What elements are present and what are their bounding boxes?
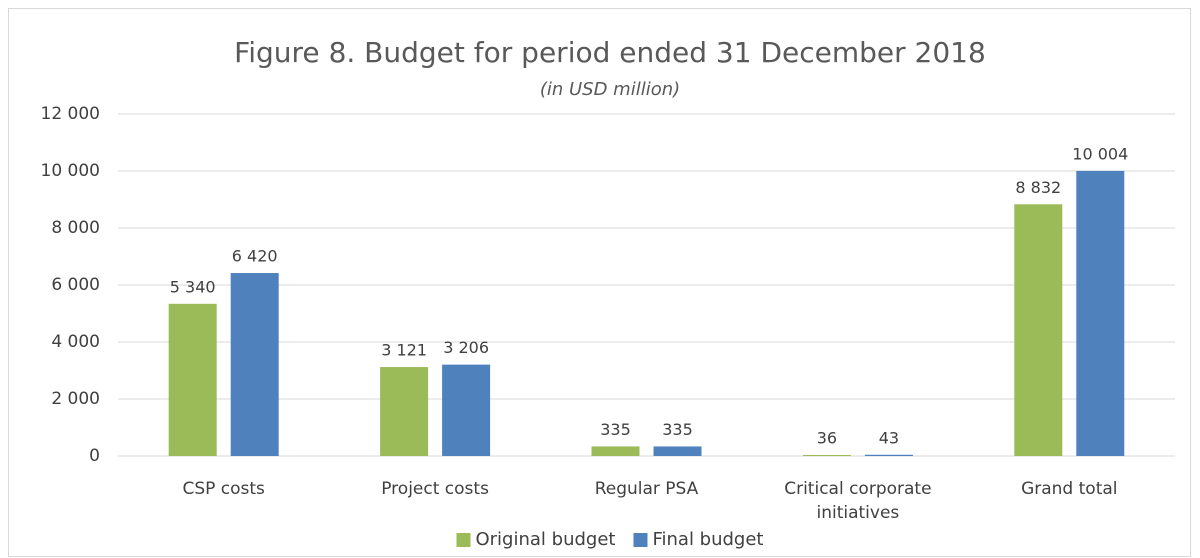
data-label: 5 340 xyxy=(170,277,216,296)
bar xyxy=(864,454,913,456)
y-tick-label: 2 000 xyxy=(51,389,100,409)
x-tick-label: Regular PSA xyxy=(594,479,699,499)
data-label: 8 832 xyxy=(1015,178,1061,197)
data-label: 10 004 xyxy=(1072,144,1128,163)
x-tick-label: CSP costs xyxy=(182,479,265,499)
legend-label: Final budget xyxy=(652,529,763,550)
x-tick-label: Grand total xyxy=(1021,479,1118,499)
data-label: 3 206 xyxy=(443,338,489,357)
y-tick-label: 0 xyxy=(89,446,100,466)
y-tick-label: 8 000 xyxy=(51,218,100,238)
y-tick-label: 12 000 xyxy=(41,104,100,124)
data-label: 335 xyxy=(600,420,631,439)
bar xyxy=(802,454,851,456)
x-tick-label: Critical corporate initiatives xyxy=(784,479,932,523)
data-label: 36 xyxy=(817,428,837,447)
bar xyxy=(591,446,640,456)
chart-border xyxy=(8,8,1191,557)
bar xyxy=(168,303,217,456)
chart-subtitle: (in USD million) xyxy=(540,79,680,100)
y-tick-label: 6 000 xyxy=(51,275,100,295)
data-label: 335 xyxy=(662,420,693,439)
bar xyxy=(442,364,491,456)
bar xyxy=(380,367,429,456)
data-label: 6 420 xyxy=(232,247,278,266)
legend-label: Original budget xyxy=(475,529,615,550)
x-tick-label: Project costs xyxy=(381,479,489,499)
y-tick-label: 10 000 xyxy=(41,161,100,181)
legend-swatch xyxy=(633,533,648,547)
data-label: 43 xyxy=(879,428,899,447)
chart-title: Figure 8. Budget for period ended 31 Dec… xyxy=(234,36,986,69)
bar xyxy=(230,273,279,456)
bar xyxy=(1014,204,1063,456)
bar xyxy=(1076,170,1125,457)
y-tick-label: 4 000 xyxy=(51,332,100,352)
data-label: 3 121 xyxy=(381,341,427,360)
bar xyxy=(653,446,702,456)
legend-swatch xyxy=(456,533,471,547)
